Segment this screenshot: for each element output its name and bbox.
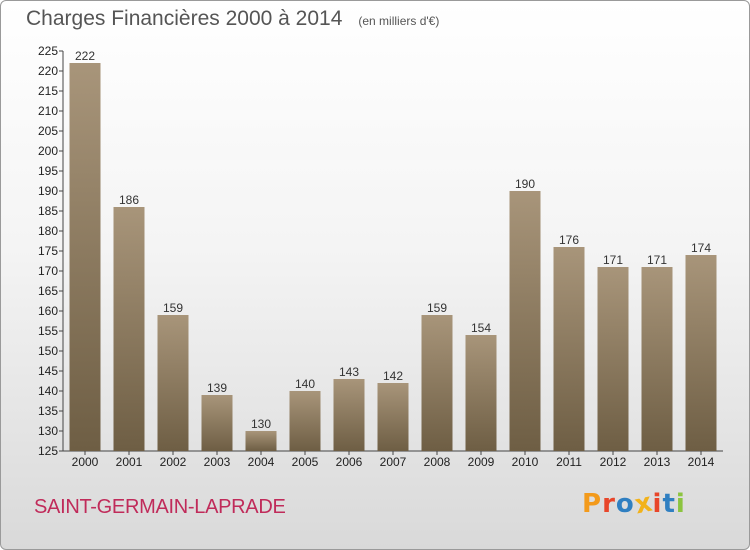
y-tick-label: 185 [38, 204, 58, 218]
bars-group: 222 186 159 139 130 140 143 142 159 154 190 176 171 1… [69, 49, 717, 451]
bar-2003 [201, 395, 233, 451]
bar-2012 [597, 267, 629, 451]
bar-2007 [377, 383, 409, 451]
logo-letter: P [582, 489, 603, 519]
logo-letter: o [615, 489, 635, 519]
y-tick-label: 195 [38, 164, 58, 178]
x-tick-label: 2003 [204, 455, 231, 469]
x-tick-label: 2008 [424, 455, 451, 469]
bar-2011 [553, 247, 585, 451]
bar-value-label: 139 [207, 381, 227, 395]
y-tick-label: 220 [38, 64, 58, 78]
x-tick-label: 2006 [336, 455, 363, 469]
chart-title: Charges Financières 2000 à 2014 [26, 7, 343, 30]
y-axis-ticks: 125 130 135 140 145 150 155 160 165 170 175 180 185 1… [38, 44, 63, 458]
bar-2009 [465, 335, 497, 451]
y-tick-label: 130 [38, 424, 58, 438]
bar-2002 [157, 315, 189, 451]
y-tick-label: 140 [38, 384, 58, 398]
y-tick-label: 210 [38, 104, 58, 118]
y-tick-label: 145 [38, 364, 58, 378]
y-tick-label: 170 [38, 264, 58, 278]
y-tick-label: 190 [38, 184, 58, 198]
bar-value-label: 222 [75, 49, 95, 63]
proxiti-logo[interactable]: Proxiti [582, 487, 686, 520]
bar-2008 [421, 315, 453, 451]
bar-value-label: 171 [647, 253, 667, 267]
bar-value-label: 171 [603, 253, 623, 267]
logo-letter: i [675, 489, 686, 519]
bar-2004 [245, 431, 277, 451]
bar-2010 [509, 191, 541, 451]
logo-letter: i [652, 489, 663, 519]
bar-value-label: 159 [163, 301, 183, 315]
x-tick-label: 2012 [600, 455, 627, 469]
bar-2000 [69, 63, 101, 451]
y-tick-label: 160 [38, 304, 58, 318]
bar-value-label: 142 [383, 369, 403, 383]
bar-2001 [113, 207, 145, 451]
bar-2014 [685, 255, 717, 451]
bar-value-label: 190 [515, 177, 535, 191]
y-tick-label: 150 [38, 344, 58, 358]
y-tick-label: 125 [38, 444, 58, 458]
bar-value-label: 143 [339, 365, 359, 379]
commune-name: SAINT-GERMAIN-LAPRADE [34, 496, 286, 518]
x-tick-label: 2002 [160, 455, 187, 469]
y-tick-label: 155 [38, 324, 58, 338]
x-tick-label: 2009 [468, 455, 495, 469]
x-tick-label: 2004 [248, 455, 275, 469]
y-tick-label: 165 [38, 284, 58, 298]
y-tick-label: 175 [38, 244, 58, 258]
bar-2006 [333, 379, 365, 451]
title-row: Charges Financières 2000 à 2014 (en mill… [26, 7, 439, 31]
x-tick-label: 2005 [292, 455, 319, 469]
chart-subtitle: (en milliers d'€) [358, 14, 440, 28]
bar-2005 [289, 391, 321, 451]
bar-value-label: 159 [427, 301, 447, 315]
x-tick-label: 2010 [512, 455, 539, 469]
logo-letter: r [602, 489, 616, 519]
x-axis-ticks: 2000 2001 2002 2003 2004 2005 2006 2007 2008 2009… [72, 451, 715, 469]
bar-value-label: 130 [251, 417, 271, 431]
x-tick-label: 2013 [644, 455, 671, 469]
x-tick-label: 2014 [688, 455, 715, 469]
y-tick-label: 225 [38, 44, 58, 58]
bar-value-label: 154 [471, 321, 491, 335]
bar-value-label: 186 [119, 193, 139, 207]
x-tick-label: 2000 [72, 455, 99, 469]
y-tick-label: 205 [38, 124, 58, 138]
y-tick-label: 135 [38, 404, 58, 418]
logo-letter: t [662, 489, 676, 519]
y-tick-label: 215 [38, 84, 58, 98]
x-tick-label: 2007 [380, 455, 407, 469]
y-tick-label: 180 [38, 224, 58, 238]
bar-value-label: 174 [691, 241, 711, 255]
bar-value-label: 176 [559, 233, 579, 247]
bar-2013 [641, 267, 673, 451]
x-tick-label: 2011 [556, 455, 582, 469]
x-tick-label: 2001 [116, 455, 143, 469]
bar-value-label: 140 [295, 377, 315, 391]
y-tick-label: 200 [38, 144, 58, 158]
